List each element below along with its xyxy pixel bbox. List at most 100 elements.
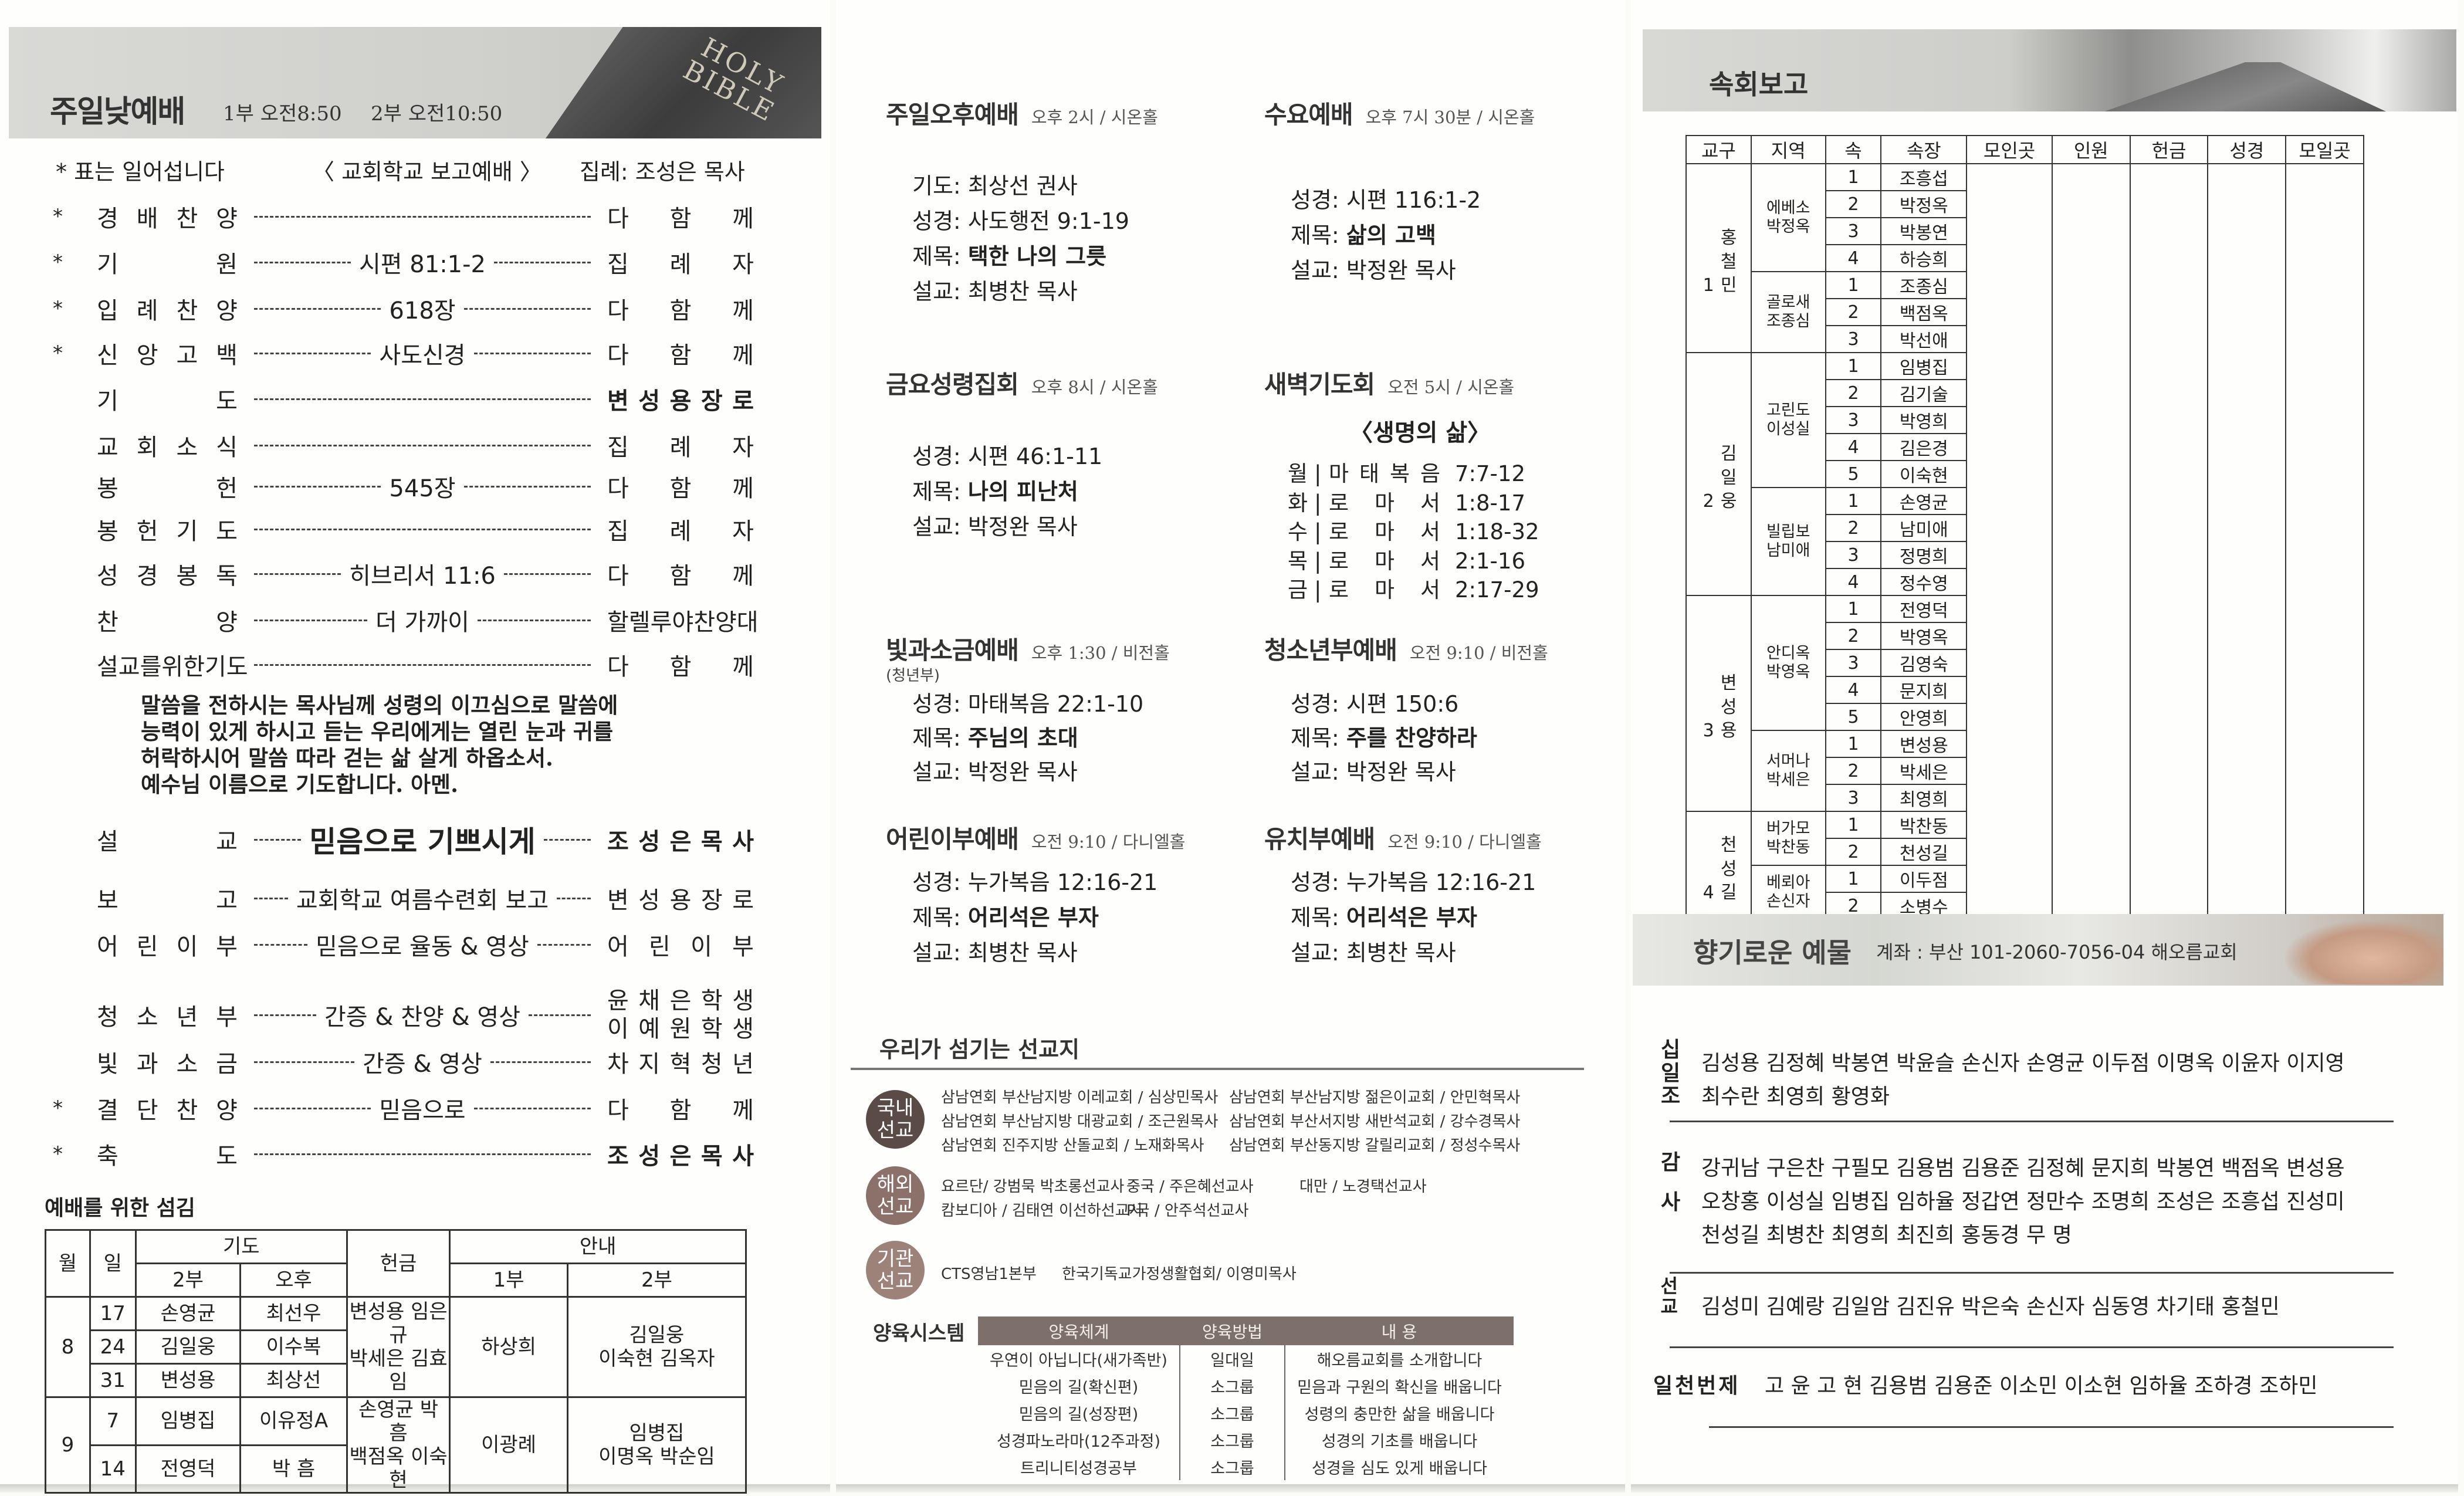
district-cell: 1 홍철민 — [1685, 163, 1752, 353]
order-detail-text: 믿음으로 — [379, 1097, 466, 1124]
area-name: 빌립보 — [1766, 523, 1810, 541]
divider — [1670, 1121, 2394, 1122]
order-row: 봉 헌 545장 다 함 께 — [53, 469, 754, 504]
separator: | — [1314, 519, 1322, 544]
class-number: 1 — [1825, 730, 1882, 758]
report-row: 5 이숙현 — [1686, 460, 2364, 488]
dash-leader — [254, 838, 302, 841]
class-leader: 정명희 — [1880, 541, 1968, 569]
service-title: 어린이부예배 오전 9:10 / 다니엘홀 — [886, 820, 1185, 855]
line-key: 기도: — [912, 173, 961, 199]
month-cell: 8 — [45, 1296, 91, 1398]
order-row: * 입 례 찬 양 618장 다 함 께 — [53, 291, 754, 326]
order-detail: 간증 & 찬양 & 영상 — [238, 998, 607, 1032]
area-cell: 고린도 이성실 — [1750, 352, 1826, 488]
class-number: 5 — [1825, 703, 1882, 731]
line-value: 최병찬 목사 — [967, 279, 1078, 304]
report-row: 1홍철민 에베소 박정옥 1 조흥섭 — [1685, 163, 2364, 947]
order-detail: 교회학교 여름수련회 보고 — [238, 881, 607, 915]
divider — [1670, 1346, 2394, 1348]
service-title: 빛과소금예배 오후 1:30 / 비전홀 — [886, 631, 1170, 666]
order-detail-text: 교회학교 여름수련회 보고 — [296, 887, 549, 914]
reading-ref: 1:18-32 — [1455, 519, 1539, 544]
edu-method: 소그룹 — [1179, 1372, 1285, 1399]
class-leader: 이두점 — [1880, 865, 1968, 893]
class-number: 3 — [1825, 406, 1882, 434]
edu-method: 소그룹 — [1179, 1399, 1285, 1426]
class-number: 3 — [1825, 649, 1882, 677]
area-cell: 베뢰아 손신자 — [1750, 865, 1826, 920]
order-label: 봉 헌 기 도 — [97, 518, 238, 545]
mission-badge: 기관선교 — [866, 1241, 925, 1299]
order-leader: 다 함 께 — [607, 297, 754, 324]
line-key: 성경: — [1291, 187, 1339, 213]
area-name: 골로새 — [1766, 293, 1810, 312]
order-detail: 믿음으로 율동 & 영상 — [238, 928, 607, 962]
dash-leader — [254, 398, 591, 400]
dash-leader — [494, 261, 591, 263]
report-row: 4 김은경 — [1686, 433, 2364, 461]
service-time: 오후 7시 30분 / 시온홀 — [1365, 107, 1535, 127]
dash-leader — [254, 619, 368, 621]
report-header: 속장 — [1880, 135, 1968, 164]
order-label: 봉 헌 — [97, 475, 238, 502]
class-number: 1 — [1825, 352, 1882, 380]
class-number: 1 — [1825, 595, 1882, 623]
line-key: 성경: — [912, 691, 961, 717]
line-value: 최상선 권사 — [967, 173, 1078, 199]
report-blank-column — [2129, 163, 2209, 947]
class-number: 2 — [1825, 514, 1882, 542]
service-line: 설교: 박정완 목사 — [912, 512, 1078, 541]
order-detail-text: 믿음으로 기쁘시게 — [309, 825, 536, 859]
service-line: 설교: 박정완 목사 — [1291, 757, 1456, 787]
edu-system: 성경파노라마(12주과정) — [997, 1432, 1160, 1451]
standing-mark: * — [53, 205, 63, 228]
order-detail — [238, 664, 607, 666]
day-cell: 7 — [89, 1396, 137, 1446]
dash-leader — [254, 573, 341, 575]
order-row: 성 경 봉 독 히브리서 11:6 다 함 께 — [53, 556, 754, 591]
prayer-line: 허락하시어 말씀 따라 걷는 삶 살게 하옵소서. — [141, 745, 553, 771]
dash-leader — [254, 352, 371, 354]
line-key: 제목: — [1291, 905, 1339, 930]
class-number: 3 — [1825, 325, 1882, 353]
prayer-pm-cell: 이수복 — [239, 1329, 348, 1365]
dash-leader — [529, 1014, 591, 1016]
education-row: 성경파노라마(12주과정) 소그룹 성경의 기초를 배웁니다 — [978, 1426, 1514, 1453]
class-number: 3 — [1825, 784, 1882, 812]
class-leader: 박정옥 — [1880, 190, 1968, 218]
district-leader: 천성길 — [1720, 835, 1737, 903]
dash-leader — [463, 307, 591, 310]
report-row: 4 하승희 — [1686, 244, 2364, 272]
service-name: 수요예배 — [1264, 100, 1353, 129]
dash-leader — [477, 619, 591, 621]
area-name: 박정옥 — [1766, 218, 1810, 236]
district-cell: 4 천성길 — [1685, 811, 1752, 920]
offering-name: 변성용 임은규 — [349, 1300, 448, 1347]
sunday-service-title: 주일낮예배 — [50, 94, 185, 130]
order-leader-line: 윤 채 은 학 생 — [607, 987, 754, 1014]
header-prayer: 기도 — [134, 1229, 348, 1264]
prayer-line: 말씀을 전하시는 목사님께 성령의 이끄심으로 말씀에 — [141, 692, 618, 718]
order-leader: 조 성 은 목 사 — [607, 828, 754, 855]
dash-leader — [254, 485, 381, 488]
line-key: 설교: — [912, 759, 961, 785]
order-detail-text: 믿음으로 율동 & 영상 — [316, 933, 529, 960]
service-line: 성경: 시편 116:1-2 — [1291, 185, 1481, 215]
report-blank-column — [2207, 163, 2287, 947]
order-leader: 차 지 혁 청 년 — [607, 1051, 754, 1078]
report-header: 인원 — [2051, 135, 2131, 164]
area-name: 박영옥 — [1766, 663, 1810, 681]
dash-leader — [543, 838, 591, 841]
order-detail — [238, 528, 607, 530]
class-number: 4 — [1825, 433, 1882, 461]
prayer-2-cell: 김일웅 — [134, 1329, 242, 1365]
order-leader: 집 례 자 — [607, 251, 754, 278]
edu-method: 소그룹 — [1179, 1426, 1285, 1453]
education-label: 양육시스템 — [873, 1322, 965, 1345]
class-leader: 이숙현 — [1880, 460, 1968, 488]
order-leader: 변 성 용 장 로 — [607, 887, 754, 914]
edu-header-content: 내 용 — [1285, 1316, 1514, 1345]
header-offering: 헌금 — [346, 1229, 451, 1298]
